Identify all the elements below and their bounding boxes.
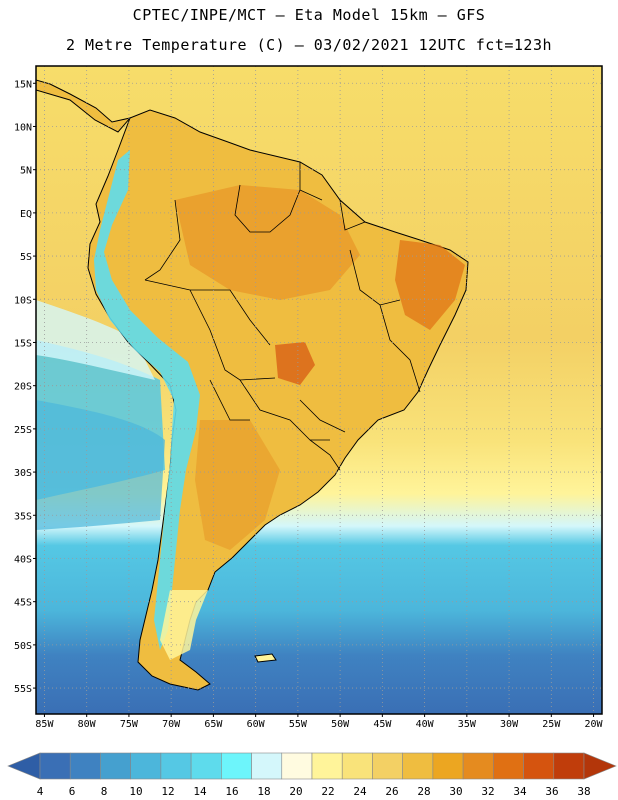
colorbar-tick-label: 26 [385, 785, 398, 798]
longitude-label: 45W [373, 719, 392, 730]
latitude-label: 55S [14, 684, 32, 695]
colorbar-tick-label: 16 [225, 785, 238, 798]
colorbar-segment [130, 752, 162, 780]
graticule-grid [36, 66, 602, 714]
colorbar-segment [190, 752, 222, 780]
map-title-line-1: CPTEC/INPE/MCT – Eta Model 15km – GFS [132, 6, 486, 24]
latitude-label: 40S [14, 554, 32, 565]
pacific-mild-area [36, 300, 155, 380]
latitude-label: 15N [14, 79, 32, 90]
pacific-cold-area [36, 400, 165, 530]
latitude-label: 25S [14, 425, 32, 436]
latitude-label: 50S [14, 641, 32, 652]
longitude-label: 40W [416, 719, 435, 730]
colorbar-tick-label: 14 [193, 785, 207, 798]
colorbar-tick-label: 38 [577, 785, 590, 798]
longitude-label: 65W [204, 719, 223, 730]
colorbar-tick-label: 18 [257, 785, 270, 798]
latitude-label: 5S [20, 252, 32, 263]
latitude-labels: 15N 10N 5N EQ 5S 10S 15S 20S 25S 30S 35S 40S 45S 50S 5… [14, 79, 36, 695]
andes-cold-strip [94, 150, 200, 650]
colorbar-tick-label: 8 [101, 785, 108, 798]
falkland-islands [254, 653, 277, 663]
southern-cone-warm-area [195, 420, 280, 550]
colorbar-segment [39, 752, 71, 780]
latitude-label: 20S [14, 382, 32, 393]
longitude-label: 25W [542, 719, 561, 730]
map-field [36, 66, 602, 714]
colorbar-tick-label: 4 [37, 785, 44, 798]
latitude-label: 10S [14, 295, 32, 306]
colorbar-segment [372, 752, 403, 780]
longitude-label: 60W [247, 719, 266, 730]
colorbar-segment [281, 752, 313, 780]
pantanal-hot-area [275, 342, 315, 385]
latitude-label: EQ [20, 209, 32, 220]
map-title-line-2: 2 Metre Temperature (C) – 03/02/2021 12U… [65, 36, 553, 54]
colorbar-segment [251, 752, 283, 780]
colorbar-tick-label: 20 [289, 785, 302, 798]
colorbar-segment [523, 752, 555, 780]
colorbar-segment [221, 752, 252, 780]
colorbar-tick-label: 6 [69, 785, 76, 798]
colorbar-segment [311, 752, 343, 780]
colorbar-segment [160, 752, 192, 780]
latitude-label: 45S [14, 598, 32, 609]
colorbar-tick-label: 36 [545, 785, 558, 798]
colorbar-segment [402, 752, 434, 780]
latitude-label: 5N [20, 166, 32, 177]
colorbar-segment [432, 752, 464, 780]
amazon-hot-area [175, 185, 360, 300]
colorbar-segment [100, 752, 131, 780]
colorbar-high-arrow [583, 752, 617, 780]
colorbar-segment [493, 752, 524, 780]
latitude-label: 35S [14, 511, 32, 522]
northeast-hot-area [395, 240, 465, 330]
colorbar-tick-label: 10 [129, 785, 142, 798]
longitude-label: 80W [78, 719, 97, 730]
color-bar: 4 6 8 10 12 14 16 18 20 22 24 26 28 30 32 34 36 38 [7, 752, 617, 798]
longitude-label: 70W [162, 719, 181, 730]
longitude-label: 75W [120, 719, 139, 730]
central-america [36, 79, 132, 133]
colorbar-tick-label: 28 [417, 785, 430, 798]
colorbar-tick-label: 12 [161, 785, 174, 798]
patagonia-cool-area [160, 590, 208, 660]
latitude-label: 15S [14, 338, 32, 349]
colorbar-segment [69, 752, 101, 780]
longitude-labels: 85W 80W 75W 70W 65W 60W 55W 50W 45W 40W 35W 30W 25W 2… [35, 714, 604, 730]
longitude-label: 30W [500, 719, 519, 730]
colorbar-tick-label: 34 [513, 785, 527, 798]
latitude-label: 10N [14, 122, 32, 133]
colorbar-segment [462, 752, 494, 780]
country-borders [144, 162, 421, 471]
colorbar-tick-label: 24 [353, 785, 367, 798]
colorbar-segment [553, 752, 585, 780]
longitude-label: 55W [289, 719, 308, 730]
colorbar-tick-label: 30 [449, 785, 462, 798]
longitude-label: 50W [331, 719, 350, 730]
latitude-label: 30S [14, 468, 32, 479]
longitude-label: 85W [35, 719, 54, 730]
longitude-label: 20W [585, 719, 604, 730]
colorbar-segment [341, 752, 373, 780]
colorbar-tick-label: 32 [481, 785, 494, 798]
colorbar-tick-label: 22 [321, 785, 334, 798]
map-frame [35, 65, 603, 715]
south-america-landmass [87, 109, 469, 691]
colorbar-low-arrow [7, 752, 41, 780]
longitude-label: 35W [458, 719, 477, 730]
